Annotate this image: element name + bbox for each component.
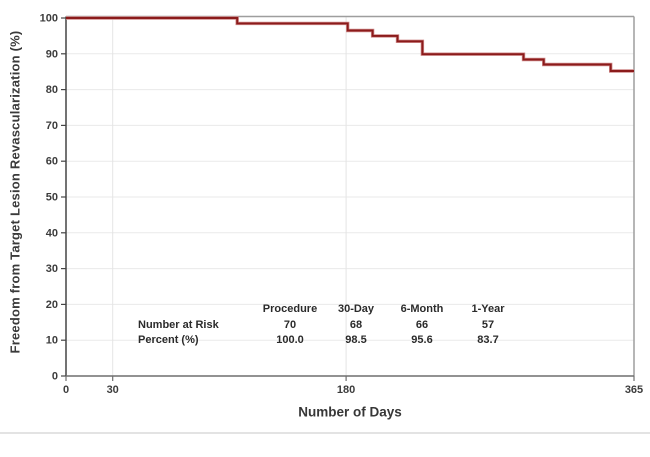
risk-cell-percent-30-day: 98.5 [345, 334, 367, 346]
x-tick-label: 0 [63, 384, 69, 396]
risk-table-header-30-day: 30-Day [337, 303, 375, 315]
y-tick-label: 60 [46, 156, 58, 168]
bottom-divider-line [0, 432, 650, 434]
y-tick-label: 80 [46, 84, 58, 96]
y-axis-title: Freedom from Target Lesion Revasculariza… [7, 30, 23, 354]
risk-row-label-percent: Percent (%) [138, 334, 199, 346]
x-tick-label: 180 [337, 384, 355, 396]
y-tick-label: 90 [46, 48, 58, 60]
x-axis-title: Number of Days [298, 404, 402, 420]
risk-cell-number-procedure: 70 [283, 318, 297, 331]
y-tick-label: 40 [46, 227, 58, 239]
risk-table: Procedure 30-Day 6-Month 1-Year Number a… [131, 302, 521, 349]
x-tick-label: 365 [625, 384, 643, 396]
y-tick-label: 10 [46, 335, 58, 347]
x-tick-label: 30 [107, 384, 119, 396]
risk-cell-percent-6-month: 95.6 [411, 334, 433, 346]
risk-cell-number-30-day: 68 [349, 318, 363, 331]
y-tick-label: 100 [40, 13, 58, 25]
risk-table-corner [131, 302, 257, 318]
y-tick-label: 0 [52, 371, 58, 383]
y-tick-label: 70 [46, 120, 58, 132]
y-tick-label: 20 [46, 299, 58, 311]
y-tick-label: 50 [46, 192, 58, 204]
risk-cell-number-6-month: 66 [415, 318, 429, 331]
risk-table-header-1-year: 1-Year [471, 303, 505, 315]
risk-table-header-6-month: 6-Month [400, 303, 444, 315]
risk-cell-number-1-year: 57 [481, 318, 495, 331]
risk-cell-percent-1-year: 83.7 [477, 334, 499, 346]
risk-table-header-procedure: Procedure [262, 303, 318, 315]
risk-row-label-number-at-risk: Number at Risk [138, 318, 219, 331]
risk-cell-percent-procedure: 100.0 [276, 334, 304, 346]
km-curve [66, 17, 634, 72]
y-tick-label: 30 [46, 263, 58, 275]
km-curve-halo [66, 16, 634, 73]
